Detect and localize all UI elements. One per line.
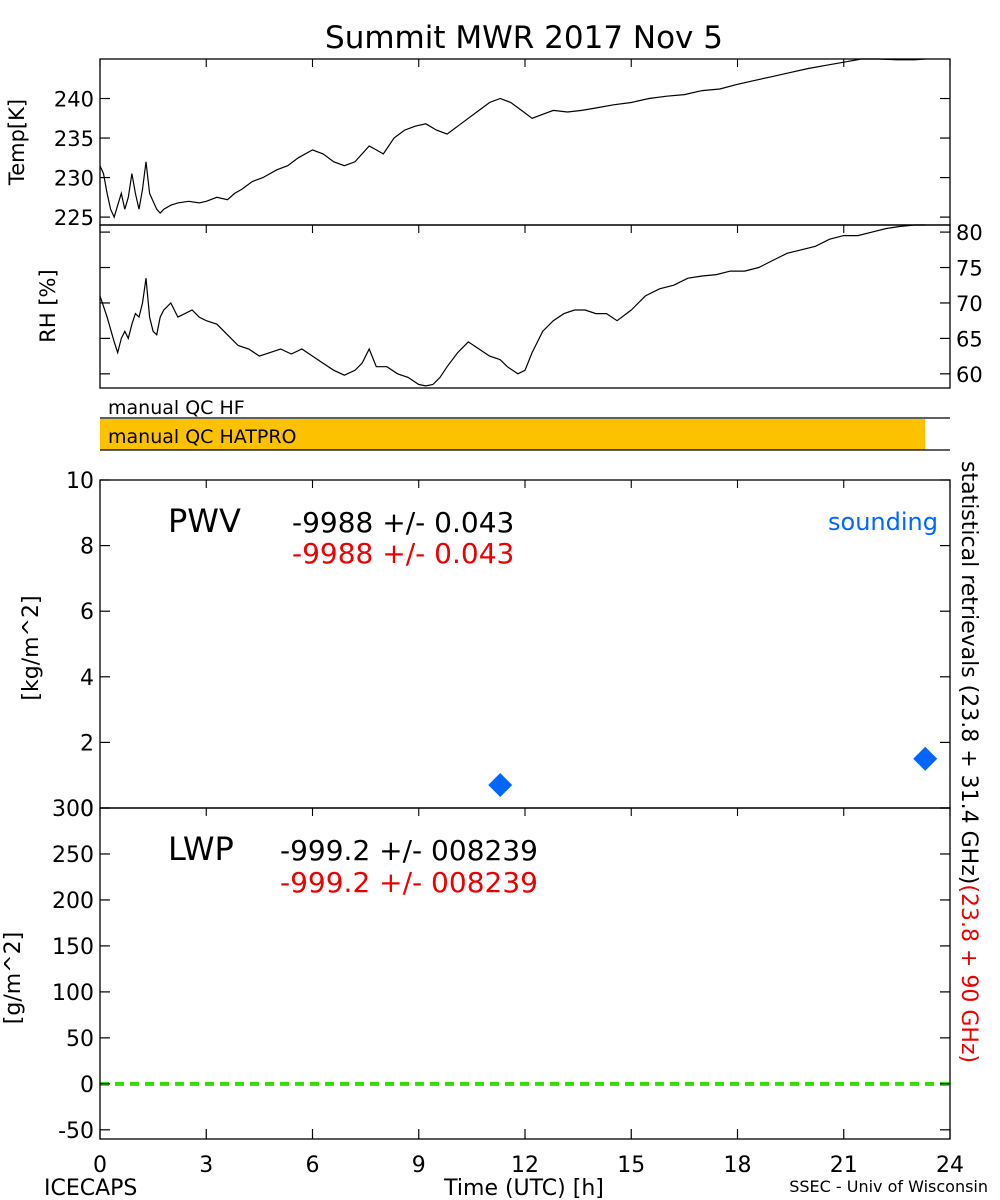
sounding-diamond bbox=[488, 773, 513, 798]
y-tick-label: 60 bbox=[956, 363, 983, 387]
y-tick-label: 80 bbox=[956, 221, 983, 245]
lwp-label: LWP bbox=[168, 830, 234, 868]
y-tick-label: 300 bbox=[52, 797, 94, 822]
lwp-stats-black: -999.2 +/- 008239 bbox=[280, 834, 538, 867]
lwp-stats-red: -999.2 +/- 008239 bbox=[280, 866, 538, 899]
lwp-y-axis: -50 0 50 100 150 200 250 300 bbox=[52, 797, 950, 1144]
lwp-y-label: [g/m^2] bbox=[1, 932, 26, 1024]
y-tick-label: -50 bbox=[58, 1119, 94, 1144]
rh-y-label: RH [%] bbox=[36, 269, 60, 342]
pwv-stats-black: -9988 +/- 0.043 bbox=[292, 506, 514, 539]
pwv-panel: 0 2 4 6 8 10 [kg/m^2] PWV -9988 +/- 0.043 -99… bbox=[19, 469, 951, 822]
x-tick-label: 21 bbox=[830, 1153, 858, 1178]
y-tick-label: 8 bbox=[80, 535, 94, 560]
rh-y-axis: 60 65 70 75 80 bbox=[100, 221, 983, 387]
y-tick-label: 10 bbox=[66, 469, 94, 494]
qc-hf-label: manual QC HF bbox=[108, 397, 245, 419]
temperature-y-axis: 225 230 235 240 bbox=[54, 88, 950, 230]
pwv-label: PWV bbox=[168, 502, 241, 540]
pwv-stats-red: -9988 +/- 0.043 bbox=[292, 537, 514, 570]
x-axis-label: Time (UTC) [h] bbox=[443, 1176, 604, 1200]
y-tick-label: 100 bbox=[52, 981, 94, 1006]
y-tick-label: 2 bbox=[80, 731, 94, 756]
x-tick-label: 9 bbox=[412, 1153, 426, 1178]
y-tick-label: 50 bbox=[66, 1027, 94, 1052]
x-tick-label: 6 bbox=[306, 1153, 320, 1178]
sounding-diamond bbox=[913, 746, 938, 771]
sounding-legend: sounding bbox=[828, 508, 938, 536]
y-tick-label: 235 bbox=[54, 127, 94, 151]
qc-hatpro-label: manual QC HATPRO bbox=[108, 426, 297, 448]
x-tick-label: 18 bbox=[724, 1153, 752, 1178]
time-x-axis: 0 3 6 9 12 15 18 21 24 bbox=[93, 59, 964, 1178]
qc-hatpro-bar bbox=[100, 419, 926, 450]
y-tick-label: 150 bbox=[52, 935, 94, 960]
figure-title: Summit MWR 2017 Nov 5 bbox=[325, 20, 723, 56]
y-tick-label: 240 bbox=[54, 88, 94, 112]
y-tick-label: 250 bbox=[52, 843, 94, 868]
retrieval-side-label-red: (23.8 + 90 GHz) bbox=[956, 884, 981, 1063]
x-tick-label: 12 bbox=[511, 1153, 539, 1178]
x-tick-label: 0 bbox=[93, 1153, 107, 1178]
y-tick-label: 230 bbox=[54, 167, 94, 191]
y-tick-label: 75 bbox=[956, 257, 983, 281]
retrieval-side-label-black: statistical retrievals (23.8 + 31.4 GHz) bbox=[956, 461, 981, 884]
footer-project: ICECAPS bbox=[44, 1176, 137, 1200]
retrieval-side-label: statistical retrievals (23.8 + 31.4 GHz)… bbox=[956, 461, 981, 1063]
y-tick-label: 0 bbox=[80, 797, 94, 822]
y-tick-label: 200 bbox=[52, 889, 94, 914]
temperature-y-label: Temp[K] bbox=[5, 99, 29, 186]
rh-panel: 60 65 70 75 80 RH [%] bbox=[36, 221, 983, 389]
y-tick-label: 4 bbox=[80, 666, 94, 691]
y-tick-label: 70 bbox=[956, 292, 983, 316]
rh-line bbox=[99, 224, 926, 387]
x-tick-label: 24 bbox=[936, 1153, 964, 1178]
y-tick-label: 225 bbox=[54, 206, 94, 230]
x-tick-label: 15 bbox=[617, 1153, 645, 1178]
y-tick-label: 0 bbox=[80, 1073, 94, 1098]
y-tick-label: 65 bbox=[956, 327, 983, 351]
x-tick-label: 3 bbox=[199, 1153, 213, 1178]
qc-section: manual QC HF manual QC HATPRO bbox=[100, 397, 950, 451]
footer-institution: SSEC - Univ of Wisconsin bbox=[789, 1177, 988, 1196]
pwv-y-label: [kg/m^2] bbox=[19, 595, 44, 700]
sounding-points bbox=[488, 746, 938, 798]
y-tick-label: 6 bbox=[80, 600, 94, 625]
temperature-line bbox=[99, 58, 926, 219]
pwv-y-axis: 0 2 4 6 8 10 bbox=[66, 469, 950, 822]
